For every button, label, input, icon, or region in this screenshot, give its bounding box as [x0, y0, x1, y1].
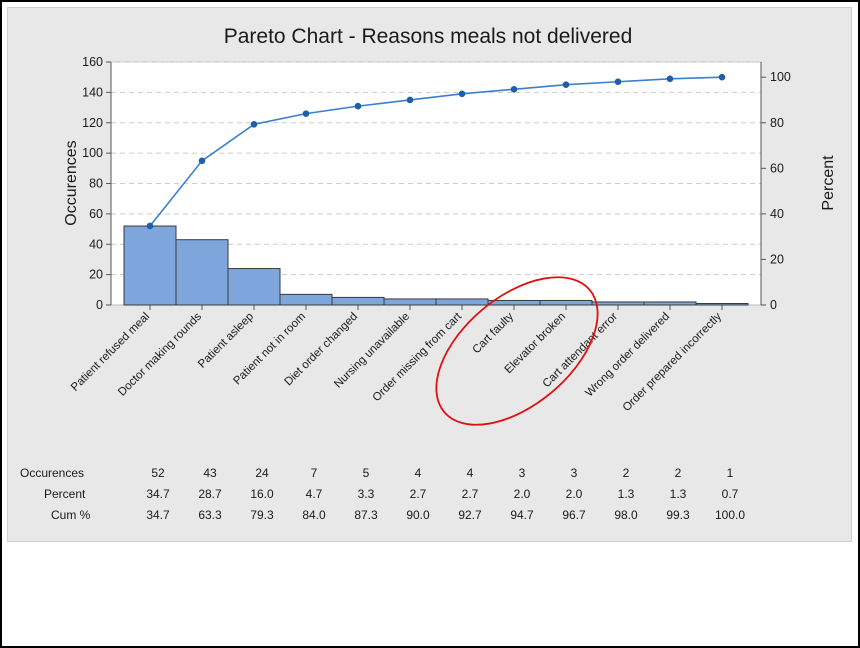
table-cell: 7 — [311, 466, 318, 480]
table-cell: 28.7 — [198, 487, 222, 501]
bar — [539, 299, 593, 306]
table-cell: 2.7 — [410, 487, 427, 501]
table-cell: 87.3 — [354, 508, 378, 522]
table-cell: 43 — [203, 466, 217, 480]
y-axis-ticks: 0 20 40 60 80 100 120 140 160 — [82, 55, 112, 312]
table-cell: 63.3 — [198, 508, 222, 522]
table-cell: 96.7 — [562, 508, 586, 522]
cumulative-polyline — [149, 76, 723, 227]
cumulative-point — [406, 96, 414, 104]
cumulative-point — [614, 78, 622, 86]
table-cell: 2 — [623, 466, 630, 480]
table-cell: 0.7 — [722, 487, 739, 501]
y2-axis-ticks: 0 20 40 60 80 100 — [760, 62, 791, 312]
table-cell: 1 — [727, 466, 734, 480]
table-row-label: Occurences — [20, 466, 84, 480]
y2-tick-label: 80 — [770, 116, 784, 130]
table-cell: 2.7 — [462, 487, 479, 501]
bar — [279, 293, 333, 306]
x-category-label: Order missing from cart — [371, 310, 465, 404]
y-tick-label: 140 — [82, 85, 103, 99]
table-cell: 4.7 — [306, 487, 323, 501]
y-tick-label: 80 — [89, 177, 103, 191]
table-cell: 3 — [571, 466, 578, 480]
annotation-ellipse — [435, 276, 599, 426]
table-cell: 100.0 — [715, 508, 745, 522]
table-cell: 4 — [467, 466, 474, 480]
table-cell: 24 — [255, 466, 269, 480]
table-cell: 1.3 — [670, 487, 687, 501]
table-cell: 52 — [151, 466, 165, 480]
y2-tick-label: 60 — [770, 161, 784, 175]
table-cell: 1.3 — [618, 487, 635, 501]
y-tick-label: 120 — [82, 116, 103, 130]
bar — [331, 296, 385, 306]
cumulative-point — [562, 81, 570, 89]
y2-axis-label: Percent — [820, 155, 837, 211]
cumulative-point — [250, 121, 258, 128]
table-cell: 34.7 — [146, 508, 170, 522]
cumulative-point — [302, 110, 310, 117]
table-cell: 2.0 — [514, 487, 531, 501]
bar — [487, 299, 541, 306]
table-cell: 34.7 — [146, 487, 170, 501]
table-row-label: Cum % — [51, 508, 91, 522]
table-cell: 98.0 — [614, 508, 638, 522]
y-tick-label: 60 — [89, 207, 103, 221]
table-cell: 2.0 — [566, 487, 583, 501]
cumulative-line — [146, 73, 726, 230]
table-cell: 99.3 — [666, 508, 690, 522]
y2-tick-label: 0 — [770, 298, 777, 312]
cumulative-point — [458, 90, 466, 98]
bar — [695, 302, 749, 306]
chart-title: Pareto Chart - Reasons meals not deliver… — [224, 25, 633, 48]
bar — [227, 268, 281, 306]
bar — [123, 225, 177, 306]
bar — [591, 301, 645, 306]
table-cell: 84.0 — [302, 508, 326, 522]
cumulative-point — [718, 73, 726, 81]
cumulative-point — [146, 222, 154, 230]
table-cell: 4 — [415, 466, 422, 480]
bar — [643, 301, 697, 306]
x-category-label: Order prepared incorrectly — [621, 310, 725, 414]
x-category-label: Patient asleep — [196, 311, 256, 371]
bar — [383, 298, 437, 306]
table-cell: 16.0 — [250, 487, 274, 501]
table-cell: 3 — [519, 466, 526, 480]
y-axis-label: Occurences — [63, 140, 80, 225]
cumulative-point — [510, 85, 518, 93]
x-category-label: Cart faulty — [471, 310, 517, 356]
cumulative-point — [666, 75, 674, 83]
y-tick-label: 0 — [96, 298, 103, 312]
bar — [175, 239, 229, 306]
y2-tick-label: 100 — [770, 70, 791, 84]
table-cell: 79.3 — [250, 508, 274, 522]
cumulative-point — [198, 157, 206, 165]
y-tick-label: 40 — [89, 237, 103, 251]
table-cell: 92.7 — [458, 508, 482, 522]
table-row-label: Percent — [44, 487, 86, 501]
table-cell: 5 — [363, 466, 370, 480]
bar — [435, 298, 489, 306]
y-tick-label: 20 — [89, 268, 103, 282]
y-tick-label: 160 — [82, 55, 103, 69]
table-cell: 90.0 — [406, 508, 430, 522]
y2-tick-label: 40 — [770, 207, 784, 221]
y2-tick-label: 20 — [770, 252, 784, 266]
bars — [123, 225, 749, 306]
table-cell: 2 — [675, 466, 682, 480]
cumulative-point — [354, 102, 362, 110]
y-tick-label: 100 — [82, 146, 103, 160]
table-cell: 94.7 — [510, 508, 534, 522]
table-cell: 3.3 — [358, 487, 375, 501]
